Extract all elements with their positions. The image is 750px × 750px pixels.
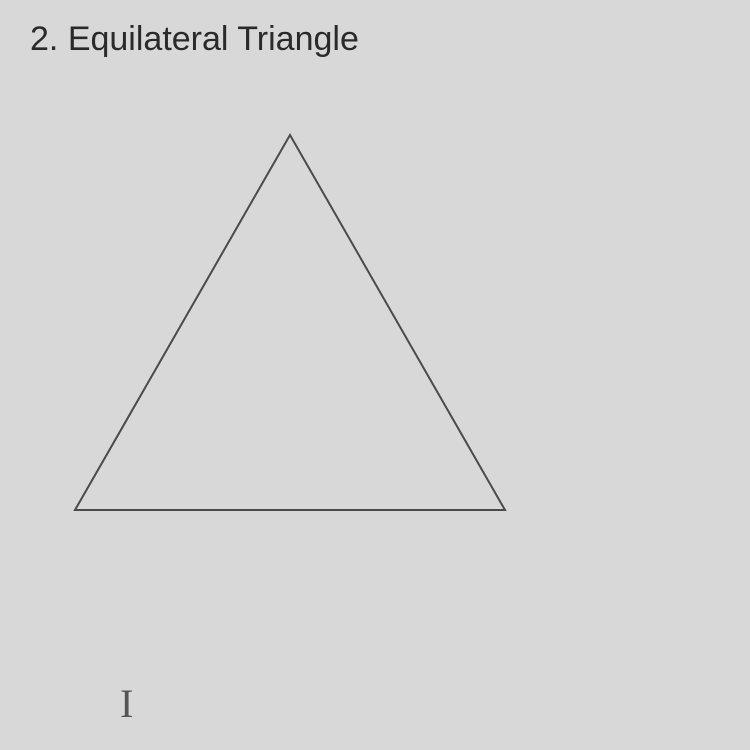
question-title: Equilateral Triangle bbox=[68, 20, 359, 58]
triangle-diagram-container bbox=[70, 130, 510, 525]
question-number: 2. bbox=[30, 20, 58, 58]
question-heading: 2. Equilateral Triangle bbox=[30, 20, 359, 59]
text-cursor-icon: I bbox=[120, 680, 133, 727]
equilateral-triangle-svg bbox=[70, 130, 510, 520]
triangle-shape bbox=[75, 135, 505, 510]
